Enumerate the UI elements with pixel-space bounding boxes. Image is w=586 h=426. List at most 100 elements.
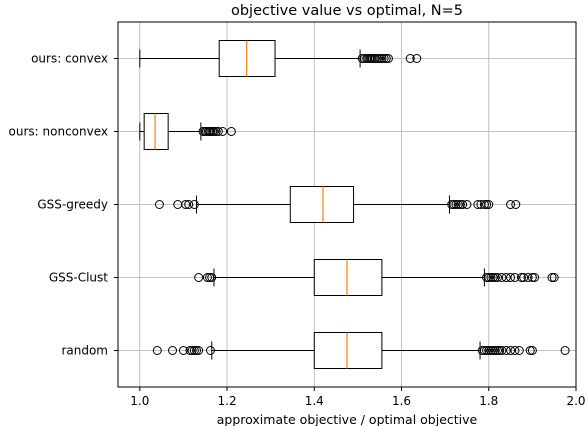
outlier-point (488, 273, 498, 282)
x-tick-label: 1.4 (305, 394, 324, 408)
outlier-point (514, 346, 524, 355)
outlier-point (226, 127, 236, 136)
outlier-point (370, 54, 380, 63)
outlier-point (373, 54, 383, 63)
outlier-point (377, 54, 387, 63)
outlier-point (189, 200, 199, 209)
axis-ticks: 1.0 1.2 1.4 1.6 1.8 2.0 ours: convex ours: nonc… (9, 52, 586, 409)
outlier-point (484, 200, 494, 209)
outlier-point (516, 273, 526, 282)
x-tick-label: 1.0 (130, 394, 149, 408)
box-elements (139, 40, 570, 369)
outlier-point (490, 346, 500, 355)
outlier-point (492, 346, 502, 355)
outlier-point (511, 200, 521, 209)
outlier-point (209, 127, 219, 136)
outlier-point (379, 54, 389, 63)
y-tick-label: random (61, 344, 108, 358)
outlier-point (449, 200, 459, 209)
outlier-point (181, 200, 191, 209)
iqr-box (313, 332, 383, 369)
outlier-point (549, 273, 559, 282)
outlier-point (205, 346, 215, 355)
x-tick-label: 1.8 (479, 394, 498, 408)
outlier-point (501, 346, 511, 355)
outlier-point (473, 200, 483, 209)
iqr-box (289, 186, 355, 223)
y-tick-label: GSS-Clust (49, 271, 108, 285)
outlier-point (492, 273, 502, 282)
outlier-point (479, 200, 489, 209)
outlier-point (383, 54, 393, 63)
outlier-point (189, 346, 199, 355)
outlier-point (451, 200, 461, 209)
iqr-box (143, 113, 169, 150)
outlier-point (495, 346, 505, 355)
x-tick-label: 1.2 (218, 394, 237, 408)
y-tick-label: GSS-greedy (37, 198, 108, 212)
outlier-point (192, 346, 202, 355)
outlier-point (185, 346, 195, 355)
outlier-point (184, 200, 194, 209)
x-axis-label: approximate objective / optimal objectiv… (217, 412, 478, 426)
outlier-point (501, 273, 511, 282)
outlier-point (178, 346, 188, 355)
y-tick-label: ours: nonconvex (9, 125, 108, 139)
outlier-point (154, 200, 164, 209)
outlier-point (213, 127, 223, 136)
outlier-point (187, 346, 197, 355)
outlier-point (477, 346, 487, 355)
outlier-point (194, 273, 204, 282)
outlier-point (510, 346, 520, 355)
outlier-point (375, 54, 385, 63)
outlier-point (462, 200, 472, 209)
iqr-box (313, 259, 383, 296)
outlier-point (484, 346, 494, 355)
outlier-point (412, 54, 422, 63)
outlier-point (447, 200, 457, 209)
outlier-point (484, 273, 494, 282)
outlier-point (506, 273, 516, 282)
outlier-point (490, 273, 500, 282)
outlier-point (519, 273, 529, 282)
box-group (139, 113, 236, 150)
outlier-point (357, 54, 367, 63)
outlier-point (510, 273, 520, 282)
y-tick-label: ours: convex (31, 52, 108, 66)
outlier-point (218, 127, 228, 136)
chart-title: objective value vs optimal, N=5 (231, 3, 463, 19)
outlier-point (482, 273, 492, 282)
outlier-point (523, 273, 533, 282)
box-group (139, 40, 422, 77)
outlier-point (207, 273, 217, 282)
outlier-point (211, 127, 221, 136)
outlier-point (482, 346, 492, 355)
outlier-point (486, 346, 496, 355)
outlier-point (506, 346, 516, 355)
outlier-point (455, 200, 465, 209)
x-tick-label: 2.0 (566, 394, 585, 408)
outlier-point (194, 346, 204, 355)
outlier-point (205, 273, 215, 282)
outlier-point (458, 200, 468, 209)
box-group (194, 259, 559, 296)
outlier-point (525, 346, 535, 355)
outlier-point (168, 346, 178, 355)
outlier-point (486, 273, 496, 282)
outlier-point (506, 200, 516, 209)
box-group (154, 186, 521, 223)
outlier-point (152, 346, 162, 355)
outlier-point (479, 346, 489, 355)
x-tick-label: 1.6 (392, 394, 411, 408)
outlier-point (527, 346, 537, 355)
box-group (152, 332, 570, 369)
outlier-point (497, 273, 507, 282)
outlier-point (482, 200, 492, 209)
outlier-point (202, 273, 212, 282)
outlier-point (547, 273, 557, 282)
outlier-point (530, 273, 540, 282)
outlier-point (527, 273, 537, 282)
outlier-point (497, 346, 507, 355)
outlier-point (488, 346, 498, 355)
